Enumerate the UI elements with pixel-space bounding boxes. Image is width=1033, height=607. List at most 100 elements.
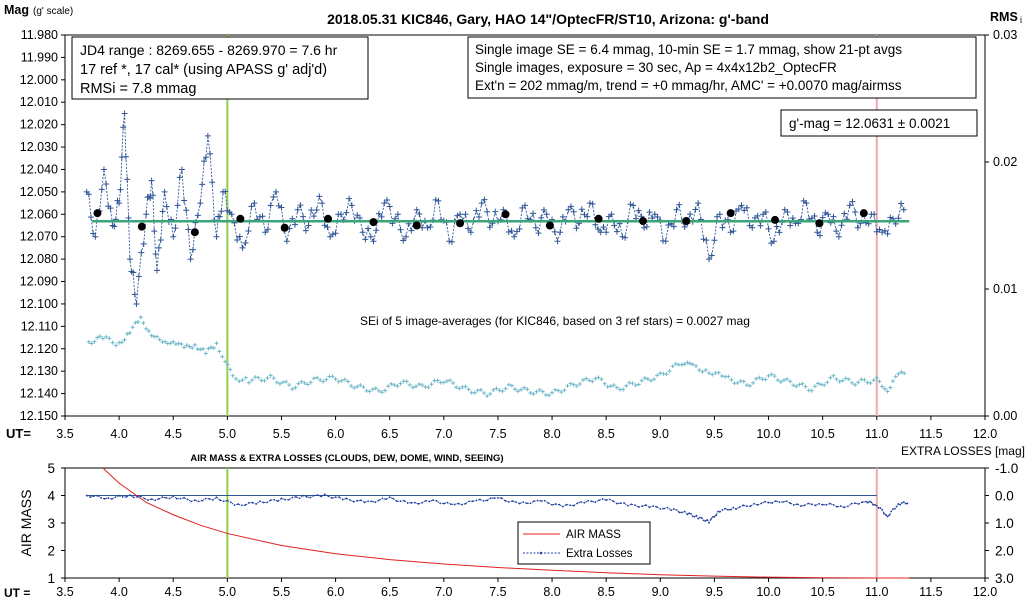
lower-legend <box>517 521 651 565</box>
single-image-point <box>310 213 317 220</box>
x-tick-label: 7.0 <box>435 427 452 441</box>
rmsi-point <box>896 371 901 376</box>
single-image-point <box>251 200 258 207</box>
lower-y2-tick-label: 3.0 <box>995 571 1014 586</box>
rmsi-point <box>679 362 684 367</box>
extra-losses-point <box>208 497 211 500</box>
extra-losses-point <box>704 520 707 522</box>
single-image-point <box>100 166 107 173</box>
rmsi-point <box>472 390 477 395</box>
rmsi-point <box>593 376 598 381</box>
extra-losses-point <box>644 504 647 506</box>
extra-losses-point <box>92 495 95 498</box>
extra-losses-point <box>690 512 692 515</box>
lower-y-tick-label: 4 <box>47 489 55 504</box>
rmsi-point <box>630 381 635 386</box>
rmsi-point <box>133 320 138 325</box>
single-image-point <box>589 200 596 207</box>
single-image-point <box>92 233 99 240</box>
single-image-point <box>308 207 315 214</box>
extra-losses-point <box>525 502 528 505</box>
rmsi-point <box>225 362 230 367</box>
single-image-point <box>600 224 607 231</box>
single-image-point <box>454 212 461 219</box>
single-image-point <box>270 193 277 200</box>
rmsi-point <box>769 372 774 377</box>
single-image-point <box>197 200 204 207</box>
single-image-point <box>762 209 769 216</box>
x-tick-label: 6.0 <box>327 427 344 441</box>
average-point <box>501 210 510 219</box>
rmsi-point <box>766 373 771 378</box>
rmsi-point <box>305 382 310 387</box>
extra-losses-point <box>197 500 200 503</box>
rmsi-point <box>655 373 660 378</box>
y-tick-label: 12.020 <box>20 118 58 132</box>
extra-losses-point <box>879 507 882 509</box>
single-image-point <box>170 233 177 240</box>
rmsi-point <box>138 315 143 320</box>
single-image-point <box>228 211 235 218</box>
extra-losses-point <box>341 498 344 501</box>
extra-losses-point <box>172 495 175 498</box>
extra-losses-point <box>370 500 373 503</box>
extra-losses-point <box>363 501 366 504</box>
single-image-point <box>871 211 878 218</box>
extra-losses-point <box>874 503 876 506</box>
extra-losses-point <box>240 504 243 507</box>
single-image-point <box>302 227 309 234</box>
single-image-point <box>681 223 688 230</box>
extra-losses-point <box>857 503 860 505</box>
y-tick-label: 12.110 <box>21 319 58 333</box>
single-image-point <box>462 211 469 218</box>
single-image-point <box>297 202 304 209</box>
single-image-point <box>551 228 558 235</box>
rmsi-point <box>370 387 375 392</box>
extra-losses-point <box>893 507 896 510</box>
single-image-point <box>770 238 777 245</box>
rmsi-point <box>624 383 629 388</box>
extra-losses-point <box>233 504 236 507</box>
extra-losses-point <box>861 501 864 504</box>
single-image-point <box>248 203 255 210</box>
extra-losses-point <box>675 509 678 511</box>
extra-losses-point <box>179 497 182 500</box>
rmsi-point <box>488 391 493 396</box>
single-image-point <box>819 214 826 221</box>
extra-losses-point <box>313 494 315 497</box>
single-image-point <box>706 256 712 263</box>
extra-losses-point <box>551 503 553 506</box>
extra-losses-point <box>721 509 724 511</box>
single-image-point <box>622 234 629 241</box>
extra-losses-point <box>792 504 795 506</box>
y-tick-label: 11.990 <box>21 50 58 64</box>
x-tick-label: 11.0 <box>865 427 888 441</box>
magnitude-value: g'-mag = 12.0631 ± 0.0021 <box>789 116 950 131</box>
rmsi-point <box>171 339 176 344</box>
single-image-point <box>511 233 518 240</box>
single-image-point <box>578 206 585 213</box>
rmsi-point <box>274 380 279 385</box>
single-image-point <box>592 221 599 228</box>
extra-losses-point <box>884 513 887 516</box>
single-image-point <box>189 246 196 253</box>
lower-y2-tick-label: 1.0 <box>995 516 1014 531</box>
air-mass-line <box>102 467 910 579</box>
y-tick-label: 12.100 <box>20 297 58 311</box>
rmsi-point <box>794 384 799 389</box>
y-axis-label: Mag <box>4 3 29 17</box>
rmsi-point <box>716 370 721 375</box>
extra-losses-point <box>157 498 160 500</box>
extra-losses-point <box>616 502 618 505</box>
extra-losses-point <box>219 499 222 502</box>
single-image-point <box>305 222 312 229</box>
average-point <box>682 217 691 226</box>
rmsi-point <box>198 347 203 352</box>
extra-losses-point <box>612 500 615 503</box>
rmsi-point <box>355 384 360 389</box>
single-image-point <box>278 204 285 211</box>
extra-losses-point <box>832 503 835 506</box>
single-image-point <box>359 229 366 236</box>
single-image-point <box>133 300 140 307</box>
